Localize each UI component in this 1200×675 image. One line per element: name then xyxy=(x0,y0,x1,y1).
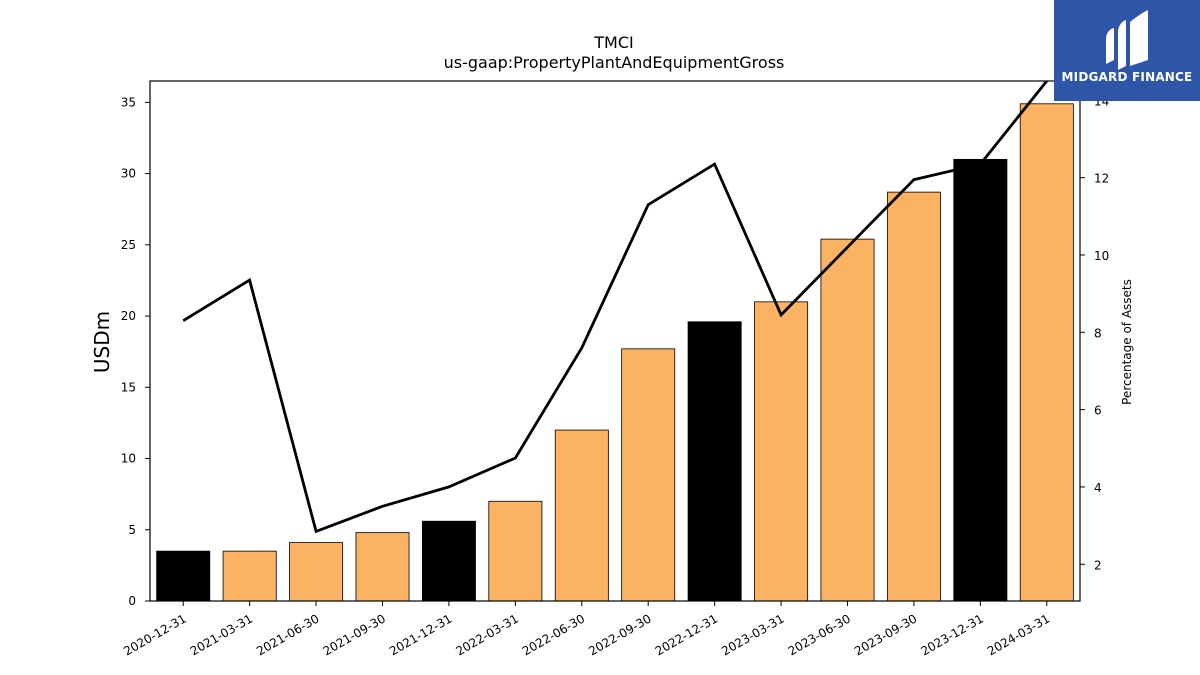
chart-subtitle: us-gaap:PropertyPlantAndEquipmentGross xyxy=(444,53,785,72)
y-tick-label: 35 xyxy=(121,95,136,109)
x-tick-label: 2023-09-30 xyxy=(852,611,919,658)
x-tick-label: 2023-12-31 xyxy=(918,611,985,658)
y-tick-label: 10 xyxy=(121,452,136,466)
bar-2022-09-30 xyxy=(621,348,676,602)
x-tick-label: 2022-03-31 xyxy=(453,611,520,658)
x-tick-label: 2020-12-31 xyxy=(121,611,188,658)
x-tick-label: 2023-06-30 xyxy=(786,611,853,658)
x-tick-label: 2021-06-30 xyxy=(254,611,321,658)
y2-axis-label: Percentage of Assets xyxy=(1120,279,1134,405)
y2-tick-label: 6 xyxy=(1094,404,1102,418)
y2-tick-label: 12 xyxy=(1094,172,1109,186)
bar-2023-12-31 xyxy=(953,158,1008,602)
x-tick-label: 2021-12-31 xyxy=(387,611,454,658)
bar-2022-06-30 xyxy=(554,429,609,602)
y-tick-label: 5 xyxy=(128,523,136,537)
bar-2023-06-30 xyxy=(820,238,875,602)
bar-2023-03-31 xyxy=(754,301,809,602)
x-tick-label: 2024-03-31 xyxy=(985,611,1052,658)
y2-tick-label: 2 xyxy=(1094,558,1102,572)
x-tick-label: 2021-09-30 xyxy=(321,611,388,658)
y-tick-label: 15 xyxy=(121,380,136,394)
y2-tick-label: 10 xyxy=(1094,249,1109,263)
x-tick-label: 2022-06-30 xyxy=(520,611,587,658)
y-tick-label: 25 xyxy=(121,238,136,252)
x-tick-label: 2021-03-31 xyxy=(188,611,255,658)
x-tick-label: 2022-09-30 xyxy=(586,611,653,658)
midgard-finance-logo: MIDGARD FINANCE xyxy=(1054,0,1200,101)
bar-2022-03-31 xyxy=(488,500,543,602)
bar-2021-09-30 xyxy=(355,532,410,602)
bar-2021-12-31 xyxy=(421,520,476,602)
y2-tick-label: 4 xyxy=(1094,481,1102,495)
logo-text: MIDGARD FINANCE xyxy=(1061,70,1193,84)
y-tick-label: 20 xyxy=(121,309,136,323)
y-tick-label: 30 xyxy=(121,167,136,181)
y-axis-label: USDm xyxy=(90,311,114,373)
line-group xyxy=(182,81,1048,534)
bar-2023-09-30 xyxy=(886,191,941,602)
bars-group xyxy=(156,103,1074,602)
y-tick-label: 0 xyxy=(128,594,136,608)
logo-mark-icon xyxy=(1106,10,1148,70)
y2-tick-label: 8 xyxy=(1094,326,1102,340)
bar-2024-03-31 xyxy=(1019,103,1074,602)
plot-frame xyxy=(149,80,1081,602)
bar-2020-12-31 xyxy=(156,550,211,602)
bar-2022-12-31 xyxy=(687,321,742,602)
bar-2021-06-30 xyxy=(289,542,344,602)
chart-title: TMCI xyxy=(593,33,633,52)
bar-2021-03-31 xyxy=(222,550,277,602)
x-tick-label: 2022-12-31 xyxy=(653,611,720,658)
x-tick-label: 2023-03-31 xyxy=(719,611,786,658)
percentage-line xyxy=(182,81,1048,534)
